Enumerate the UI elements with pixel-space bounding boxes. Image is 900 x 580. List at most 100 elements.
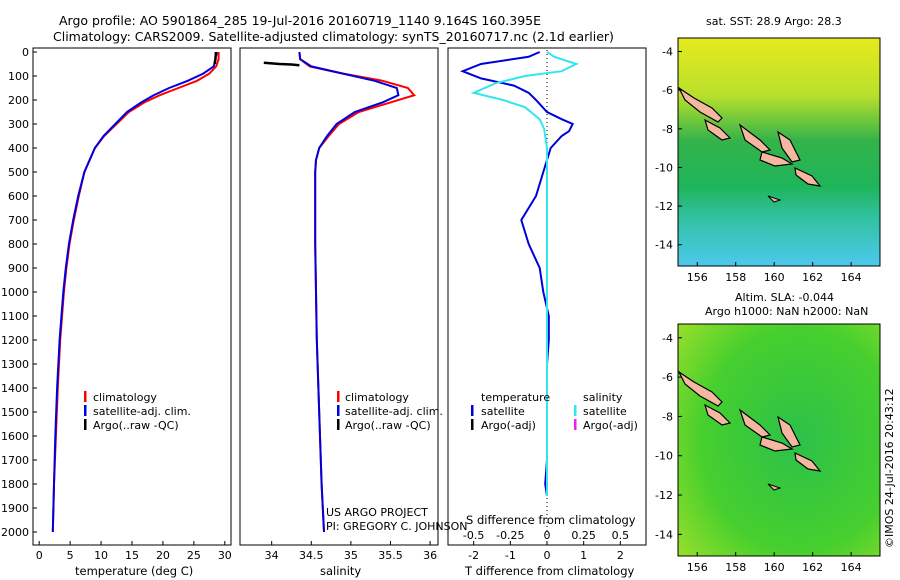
- island-bougainville: [677, 370, 723, 407]
- depth-tick-label: 200: [8, 94, 29, 107]
- x-tick-label: 34.5: [299, 549, 324, 562]
- depth-tick-label: 0: [22, 46, 29, 59]
- depth-tick-label: 400: [8, 142, 29, 155]
- sla-map: [677, 323, 881, 557]
- lon-tick-label: 164: [841, 561, 862, 574]
- depth-tick-label: 2000: [1, 526, 29, 539]
- depth-tick-label: 100: [8, 70, 29, 83]
- island-santa-isabel: [738, 408, 772, 438]
- legend-t-argo: Argo(-adj): [481, 419, 536, 432]
- sst-map-title: sat. SST: 28.9 Argo: 28.3: [706, 15, 842, 28]
- island-choiseul: [704, 118, 732, 141]
- x-tick-label: 30: [218, 549, 232, 562]
- legend-sat: satellite-adj. clim.: [345, 405, 443, 418]
- x-tick-label-top: 0.5: [612, 529, 630, 542]
- salinity-panel-frame: [239, 47, 439, 546]
- legend-sat: satellite-adj. clim.: [93, 405, 191, 418]
- salinity-plot: 34 34.5 35 35.5 36: [263, 51, 437, 562]
- x-tick-label-top: 0.25: [571, 529, 596, 542]
- lon-tick-label: 158: [725, 271, 746, 284]
- depth-tick-label: 1600: [1, 430, 29, 443]
- sst-map-islands: [677, 86, 822, 203]
- legend-t-sat: satellite: [481, 405, 525, 418]
- x-tick-label: 15: [125, 549, 139, 562]
- depth-tick-label: 500: [8, 166, 29, 179]
- sst-map: [677, 37, 881, 267]
- legend-swatch-s-argo: [574, 419, 577, 430]
- lat-tick-label: -6: [662, 84, 673, 97]
- legend-swatch-sat: [84, 405, 87, 416]
- lat-tick-label: -4: [662, 46, 673, 59]
- depth-axis: 0 100 200 300 400 500 600 700 800 900 1000 1100 1200…: [1, 46, 37, 539]
- island-bougainville: [677, 86, 723, 123]
- legend-swatch-t-argo: [471, 419, 474, 430]
- x-tick-label: 0: [36, 549, 43, 562]
- series-argo-raw-qc-: [213, 52, 218, 64]
- depth-tick-label: 1700: [1, 454, 29, 467]
- lat-tick-label: -12: [655, 200, 673, 213]
- series-satellite-adj-clim-: [298, 51, 400, 533]
- depth-tick-label: 900: [8, 262, 29, 275]
- island-makira: [794, 451, 822, 472]
- sla-map-axes: 156 158 160 162 164 -4 -6 -8 -10 -12 -14: [655, 332, 862, 574]
- imos-timestamp: ©IMOS 24-Jul-2016 20:43:12: [883, 388, 896, 548]
- legend-swatch-argo: [337, 419, 340, 430]
- difference-plot: -2 -0.5 -1 -0.25 0 0 1 0.25 2 0.5: [459, 50, 630, 562]
- lat-tick-label: -12: [655, 489, 673, 502]
- depth-tick-label: 700: [8, 214, 29, 227]
- series-salinity-satellite: [470, 51, 579, 496]
- difference-xlabel-top: S difference from climatology: [466, 513, 636, 527]
- island-malaita: [777, 130, 801, 163]
- title-line-2: Climatology: CARS2009. Satellite-adjuste…: [53, 29, 614, 44]
- depth-tick-label: 1500: [1, 406, 29, 419]
- lat-tick-label: -4: [662, 332, 673, 345]
- series-satellite-adj-clim-: [51, 52, 217, 533]
- lon-tick-label: 156: [687, 271, 708, 284]
- x-tick-label: 0: [544, 549, 551, 562]
- island-guadalcanal: [759, 151, 794, 167]
- temperature-xlabel: temperature (deg C): [75, 564, 193, 578]
- depth-tick-label: 1900: [1, 502, 29, 515]
- x-tick-label: 10: [94, 549, 108, 562]
- lon-tick-label: 160: [764, 271, 785, 284]
- island-rennell: [767, 195, 782, 203]
- x-tick-label: -1: [505, 549, 516, 562]
- lat-tick-label: -14: [655, 528, 673, 541]
- depth-tick-label: 300: [8, 118, 29, 131]
- legend-salinity-title: salinity: [583, 391, 623, 404]
- lon-tick-label: 164: [841, 271, 862, 284]
- x-tick-label: 20: [156, 549, 170, 562]
- legend-argo: Argo(..raw -QC): [93, 419, 179, 432]
- depth-tick-label: 1000: [1, 286, 29, 299]
- island-rennell: [767, 483, 782, 491]
- salinity-xlabel: salinity: [320, 564, 361, 578]
- x-tick-label: -2: [468, 549, 479, 562]
- x-tick-label-top: -0.5: [463, 529, 484, 542]
- depth-tick-label: 1200: [1, 334, 29, 347]
- lon-tick-label: 162: [802, 271, 823, 284]
- island-santa-isabel: [738, 123, 772, 153]
- lat-tick-label: -6: [662, 371, 673, 384]
- lat-tick-label: -10: [655, 161, 673, 174]
- sla-map-islands: [677, 370, 822, 491]
- legend-clim: climatology: [93, 391, 157, 404]
- island-malaita: [777, 415, 801, 448]
- sla-map-title-1: Altim. SLA: -0.044: [735, 291, 834, 304]
- x-tick-label: 35: [344, 549, 358, 562]
- legend-swatch-s-sat: [574, 405, 577, 416]
- x-tick-label: 36: [423, 549, 437, 562]
- series-climatology: [51, 52, 220, 533]
- salinity-legend: climatology satellite-adj. clim. Argo(..…: [337, 391, 443, 432]
- legend-s-sat: satellite: [583, 405, 627, 418]
- legend-temperature-title: temperature: [481, 391, 550, 404]
- island-choiseul: [704, 403, 732, 426]
- sst-map-axes: 156 158 160 162 164 -4 -6 -8 -10 -12 -14: [655, 46, 862, 284]
- legend-swatch-t-sat: [471, 405, 474, 416]
- lat-tick-label: -14: [655, 239, 673, 252]
- legend-swatch-argo: [84, 419, 87, 430]
- depth-tick-label: 1800: [1, 478, 29, 491]
- x-tick-label: 34: [265, 549, 279, 562]
- lat-tick-label: -8: [662, 410, 673, 423]
- legend-clim: climatology: [345, 391, 409, 404]
- difference-xlabel: T difference from climatology: [464, 564, 635, 578]
